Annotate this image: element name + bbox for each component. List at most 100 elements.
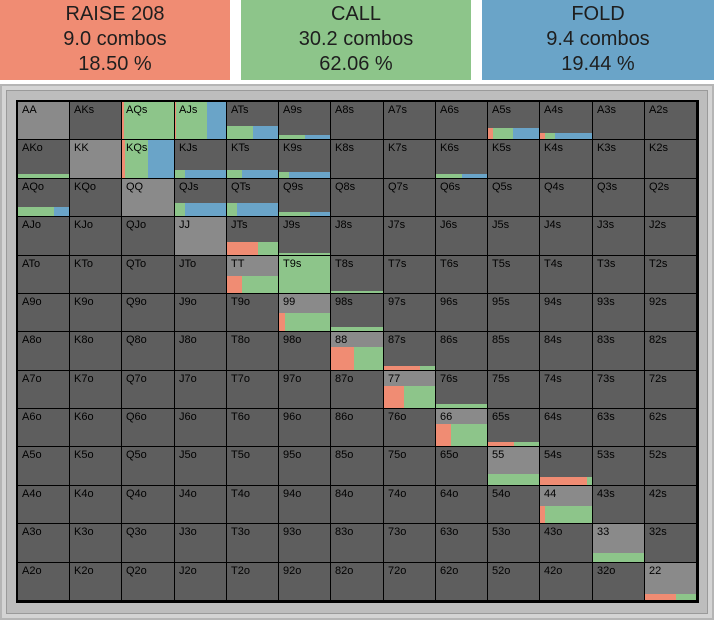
hand-cell-K5o[interactable]: K5o — [70, 447, 122, 486]
hand-cell-66[interactable]: 66 — [436, 409, 488, 447]
hand-cell-42o[interactable]: 42o — [540, 563, 593, 601]
hand-cell-77[interactable]: 77 — [384, 371, 436, 409]
hand-cell-K8s[interactable]: K8s — [331, 140, 384, 179]
hand-cell-J9o[interactable]: J9o — [175, 294, 227, 332]
hand-cell-A9o[interactable]: A9o — [18, 294, 70, 332]
hand-cell-42s[interactable]: 42s — [645, 486, 697, 524]
hand-cell-85s[interactable]: 85s — [488, 332, 540, 371]
hand-cell-K8o[interactable]: K8o — [70, 332, 122, 371]
hand-cell-J9s[interactable]: J9s — [279, 217, 331, 256]
hand-cell-64s[interactable]: 64s — [540, 409, 593, 447]
hand-cell-T7s[interactable]: T7s — [384, 256, 436, 294]
hand-cell-88[interactable]: 88 — [331, 332, 384, 371]
hand-cell-K2o[interactable]: K2o — [70, 563, 122, 601]
hand-cell-Q7s[interactable]: Q7s — [384, 179, 436, 217]
hand-cell-T3s[interactable]: T3s — [593, 256, 645, 294]
hand-cell-QTs[interactable]: QTs — [227, 179, 279, 217]
hand-cell-32o[interactable]: 32o — [593, 563, 645, 601]
hand-cell-T6o[interactable]: T6o — [227, 409, 279, 447]
hand-cell-52o[interactable]: 52o — [488, 563, 540, 601]
hand-cell-62s[interactable]: 62s — [645, 409, 697, 447]
hand-cell-KTo[interactable]: KTo — [70, 256, 122, 294]
hand-cell-A6s[interactable]: A6s — [436, 102, 488, 140]
hand-cell-J6s[interactable]: J6s — [436, 217, 488, 256]
hand-cell-92o[interactable]: 92o — [279, 563, 331, 601]
hand-cell-Q3o[interactable]: Q3o — [122, 524, 175, 563]
hand-cell-J3o[interactable]: J3o — [175, 524, 227, 563]
hand-cell-72s[interactable]: 72s — [645, 371, 697, 409]
hand-cell-54o[interactable]: 54o — [488, 486, 540, 524]
hand-cell-KK[interactable]: KK — [70, 140, 122, 179]
hand-cell-76o[interactable]: 76o — [384, 409, 436, 447]
hand-cell-K3s[interactable]: K3s — [593, 140, 645, 179]
hand-cell-Q9o[interactable]: Q9o — [122, 294, 175, 332]
hand-cell-86o[interactable]: 86o — [331, 409, 384, 447]
hand-cell-KJs[interactable]: KJs — [175, 140, 227, 179]
hand-cell-Q5s[interactable]: Q5s — [488, 179, 540, 217]
hand-cell-74s[interactable]: 74s — [540, 371, 593, 409]
hand-cell-97o[interactable]: 97o — [279, 371, 331, 409]
hand-cell-QJo[interactable]: QJo — [122, 217, 175, 256]
hand-cell-JJ[interactable]: JJ — [175, 217, 227, 256]
hand-cell-K2s[interactable]: K2s — [645, 140, 697, 179]
hand-cell-ATo[interactable]: ATo — [18, 256, 70, 294]
hand-cell-82o[interactable]: 82o — [331, 563, 384, 601]
hand-cell-83s[interactable]: 83s — [593, 332, 645, 371]
hand-cell-Q3s[interactable]: Q3s — [593, 179, 645, 217]
hand-cell-63s[interactable]: 63s — [593, 409, 645, 447]
hand-cell-62o[interactable]: 62o — [436, 563, 488, 601]
hand-cell-QTo[interactable]: QTo — [122, 256, 175, 294]
hand-cell-A8o[interactable]: A8o — [18, 332, 70, 371]
hand-cell-52s[interactable]: 52s — [645, 447, 697, 486]
hand-cell-Q7o[interactable]: Q7o — [122, 371, 175, 409]
hand-cell-99[interactable]: 99 — [279, 294, 331, 332]
hand-cell-T9o[interactable]: T9o — [227, 294, 279, 332]
hand-cell-97s[interactable]: 97s — [384, 294, 436, 332]
hand-cell-A6o[interactable]: A6o — [18, 409, 70, 447]
hand-cell-43o[interactable]: 43o — [540, 524, 593, 563]
hand-cell-AJo[interactable]: AJo — [18, 217, 70, 256]
hand-cell-65s[interactable]: 65s — [488, 409, 540, 447]
hand-cell-J8o[interactable]: J8o — [175, 332, 227, 371]
hand-cell-84s[interactable]: 84s — [540, 332, 593, 371]
hand-cell-K9s[interactable]: K9s — [279, 140, 331, 179]
hand-cell-87s[interactable]: 87s — [384, 332, 436, 371]
hand-cell-K9o[interactable]: K9o — [70, 294, 122, 332]
hand-cell-K4o[interactable]: K4o — [70, 486, 122, 524]
hand-cell-73o[interactable]: 73o — [384, 524, 436, 563]
hand-cell-A3o[interactable]: A3o — [18, 524, 70, 563]
hand-cell-T5o[interactable]: T5o — [227, 447, 279, 486]
hand-cell-32s[interactable]: 32s — [645, 524, 697, 563]
hand-cell-J7o[interactable]: J7o — [175, 371, 227, 409]
hand-cell-Q4s[interactable]: Q4s — [540, 179, 593, 217]
hand-cell-T8o[interactable]: T8o — [227, 332, 279, 371]
hand-cell-33[interactable]: 33 — [593, 524, 645, 563]
hand-cell-75s[interactable]: 75s — [488, 371, 540, 409]
hand-cell-Q6s[interactable]: Q6s — [436, 179, 488, 217]
hand-cell-Q5o[interactable]: Q5o — [122, 447, 175, 486]
hand-cell-QQ[interactable]: QQ — [122, 179, 175, 217]
hand-cell-63o[interactable]: 63o — [436, 524, 488, 563]
hand-cell-ATs[interactable]: ATs — [227, 102, 279, 140]
hand-cell-T4o[interactable]: T4o — [227, 486, 279, 524]
hand-cell-22[interactable]: 22 — [645, 563, 697, 601]
hand-cell-Q8s[interactable]: Q8s — [331, 179, 384, 217]
hand-cell-43s[interactable]: 43s — [593, 486, 645, 524]
hand-cell-JTo[interactable]: JTo — [175, 256, 227, 294]
hand-cell-KTs[interactable]: KTs — [227, 140, 279, 179]
hand-cell-87o[interactable]: 87o — [331, 371, 384, 409]
hand-cell-J7s[interactable]: J7s — [384, 217, 436, 256]
hand-cell-A3s[interactable]: A3s — [593, 102, 645, 140]
hand-cell-T3o[interactable]: T3o — [227, 524, 279, 563]
hand-cell-92s[interactable]: 92s — [645, 294, 697, 332]
hand-cell-J2s[interactable]: J2s — [645, 217, 697, 256]
hand-cell-A4s[interactable]: A4s — [540, 102, 593, 140]
hand-cell-A5s[interactable]: A5s — [488, 102, 540, 140]
hand-cell-KQs[interactable]: KQs — [122, 140, 175, 179]
hand-cell-AKo[interactable]: AKo — [18, 140, 70, 179]
hand-cell-AA[interactable]: AA — [18, 102, 70, 140]
hand-cell-98o[interactable]: 98o — [279, 332, 331, 371]
hand-cell-K5s[interactable]: K5s — [488, 140, 540, 179]
hand-cell-J6o[interactable]: J6o — [175, 409, 227, 447]
hand-cell-93s[interactable]: 93s — [593, 294, 645, 332]
